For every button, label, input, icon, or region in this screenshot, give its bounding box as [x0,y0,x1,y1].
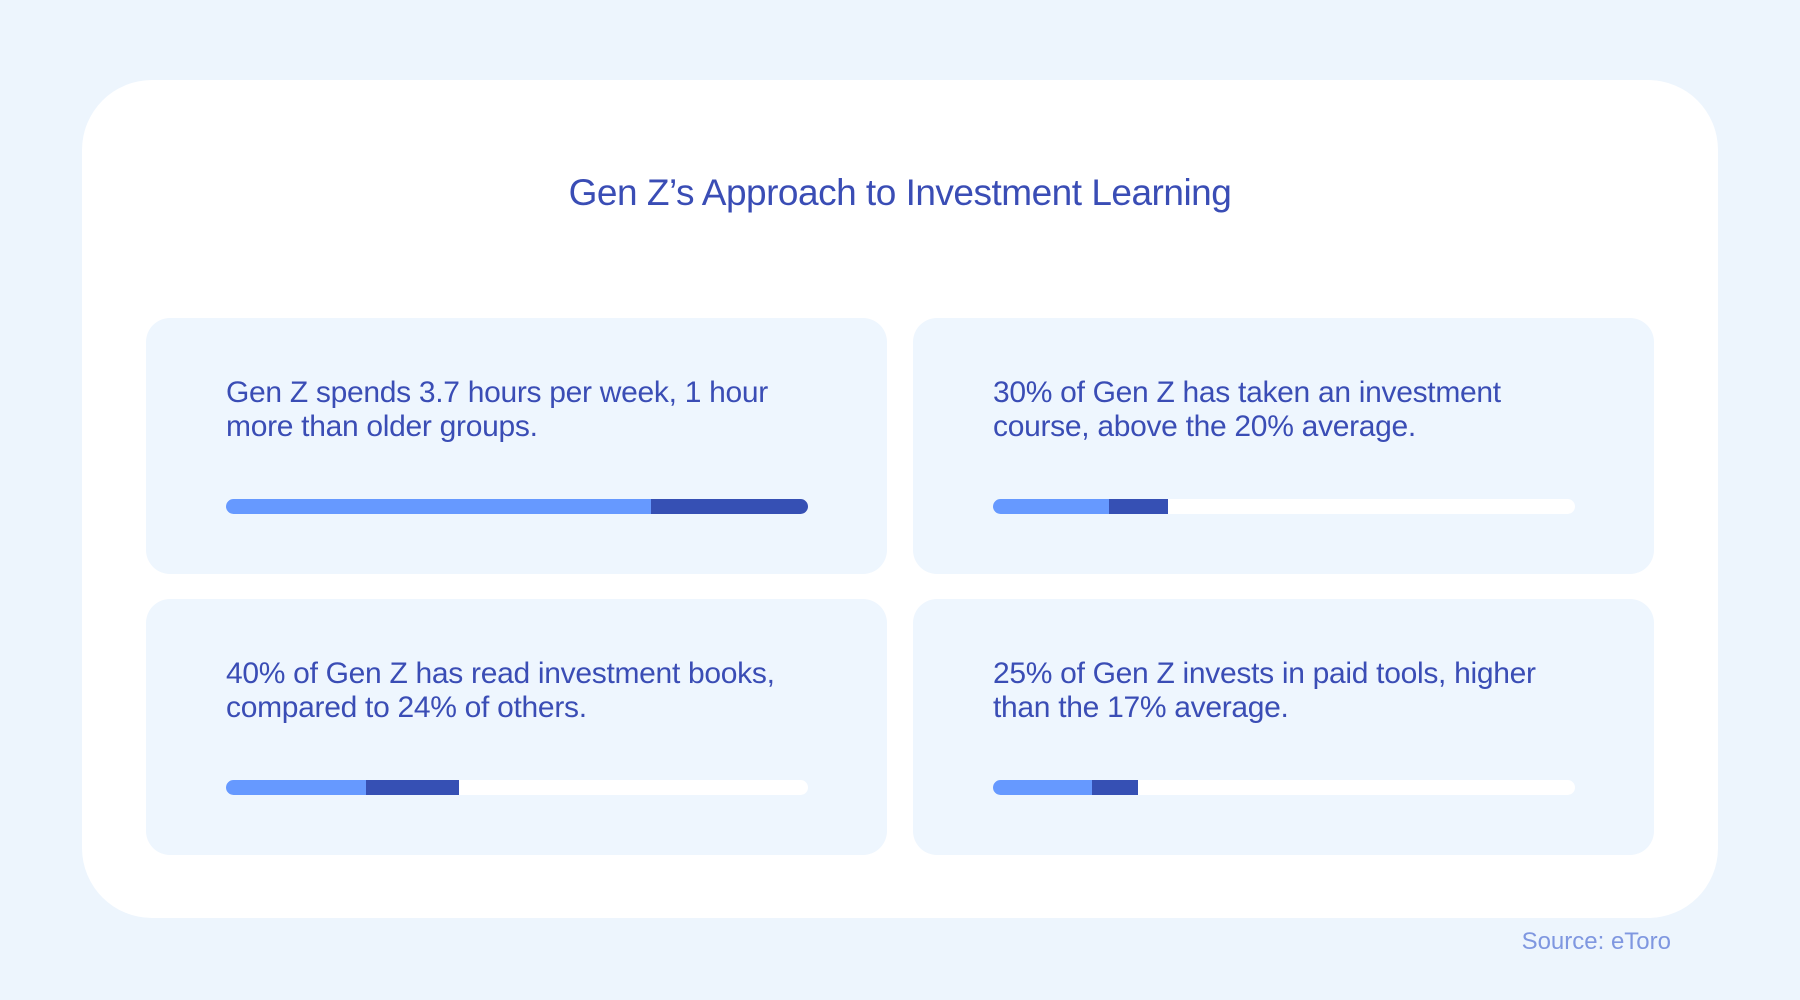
bar-segment-genz [365,780,459,795]
bar-segment-genz [650,499,808,514]
stat-bar [993,499,1575,514]
bar-segment-others [993,499,1110,514]
bar-segment-others [993,780,1092,795]
stat-text: 25% of Gen Z invests in paid tools, high… [993,657,1536,724]
stat-card-course: 30% of Gen Z has taken an investment cou… [913,318,1654,574]
bar-segment-others [226,499,651,514]
stat-text: 40% of Gen Z has read investment books, … [226,657,775,724]
stat-text: Gen Z spends 3.7 hours per week, 1 hour … [226,376,768,443]
stat-card-books: 40% of Gen Z has read investment books, … [146,599,887,855]
stat-card-hours: Gen Z spends 3.7 hours per week, 1 hour … [146,318,887,574]
stat-text: 30% of Gen Z has taken an investment cou… [993,376,1501,443]
stat-bar [226,499,808,514]
stat-bar [226,780,808,795]
bar-segment-others [226,780,366,795]
stat-bar [993,780,1575,795]
bar-segment-genz [1109,499,1168,514]
chart-title: Gen Z’s Approach to Investment Learning [568,172,1232,213]
bar-segment-genz [1091,780,1139,795]
source-note: Source: eToro [1521,928,1671,955]
stat-card-tools: 25% of Gen Z invests in paid tools, high… [913,599,1654,855]
